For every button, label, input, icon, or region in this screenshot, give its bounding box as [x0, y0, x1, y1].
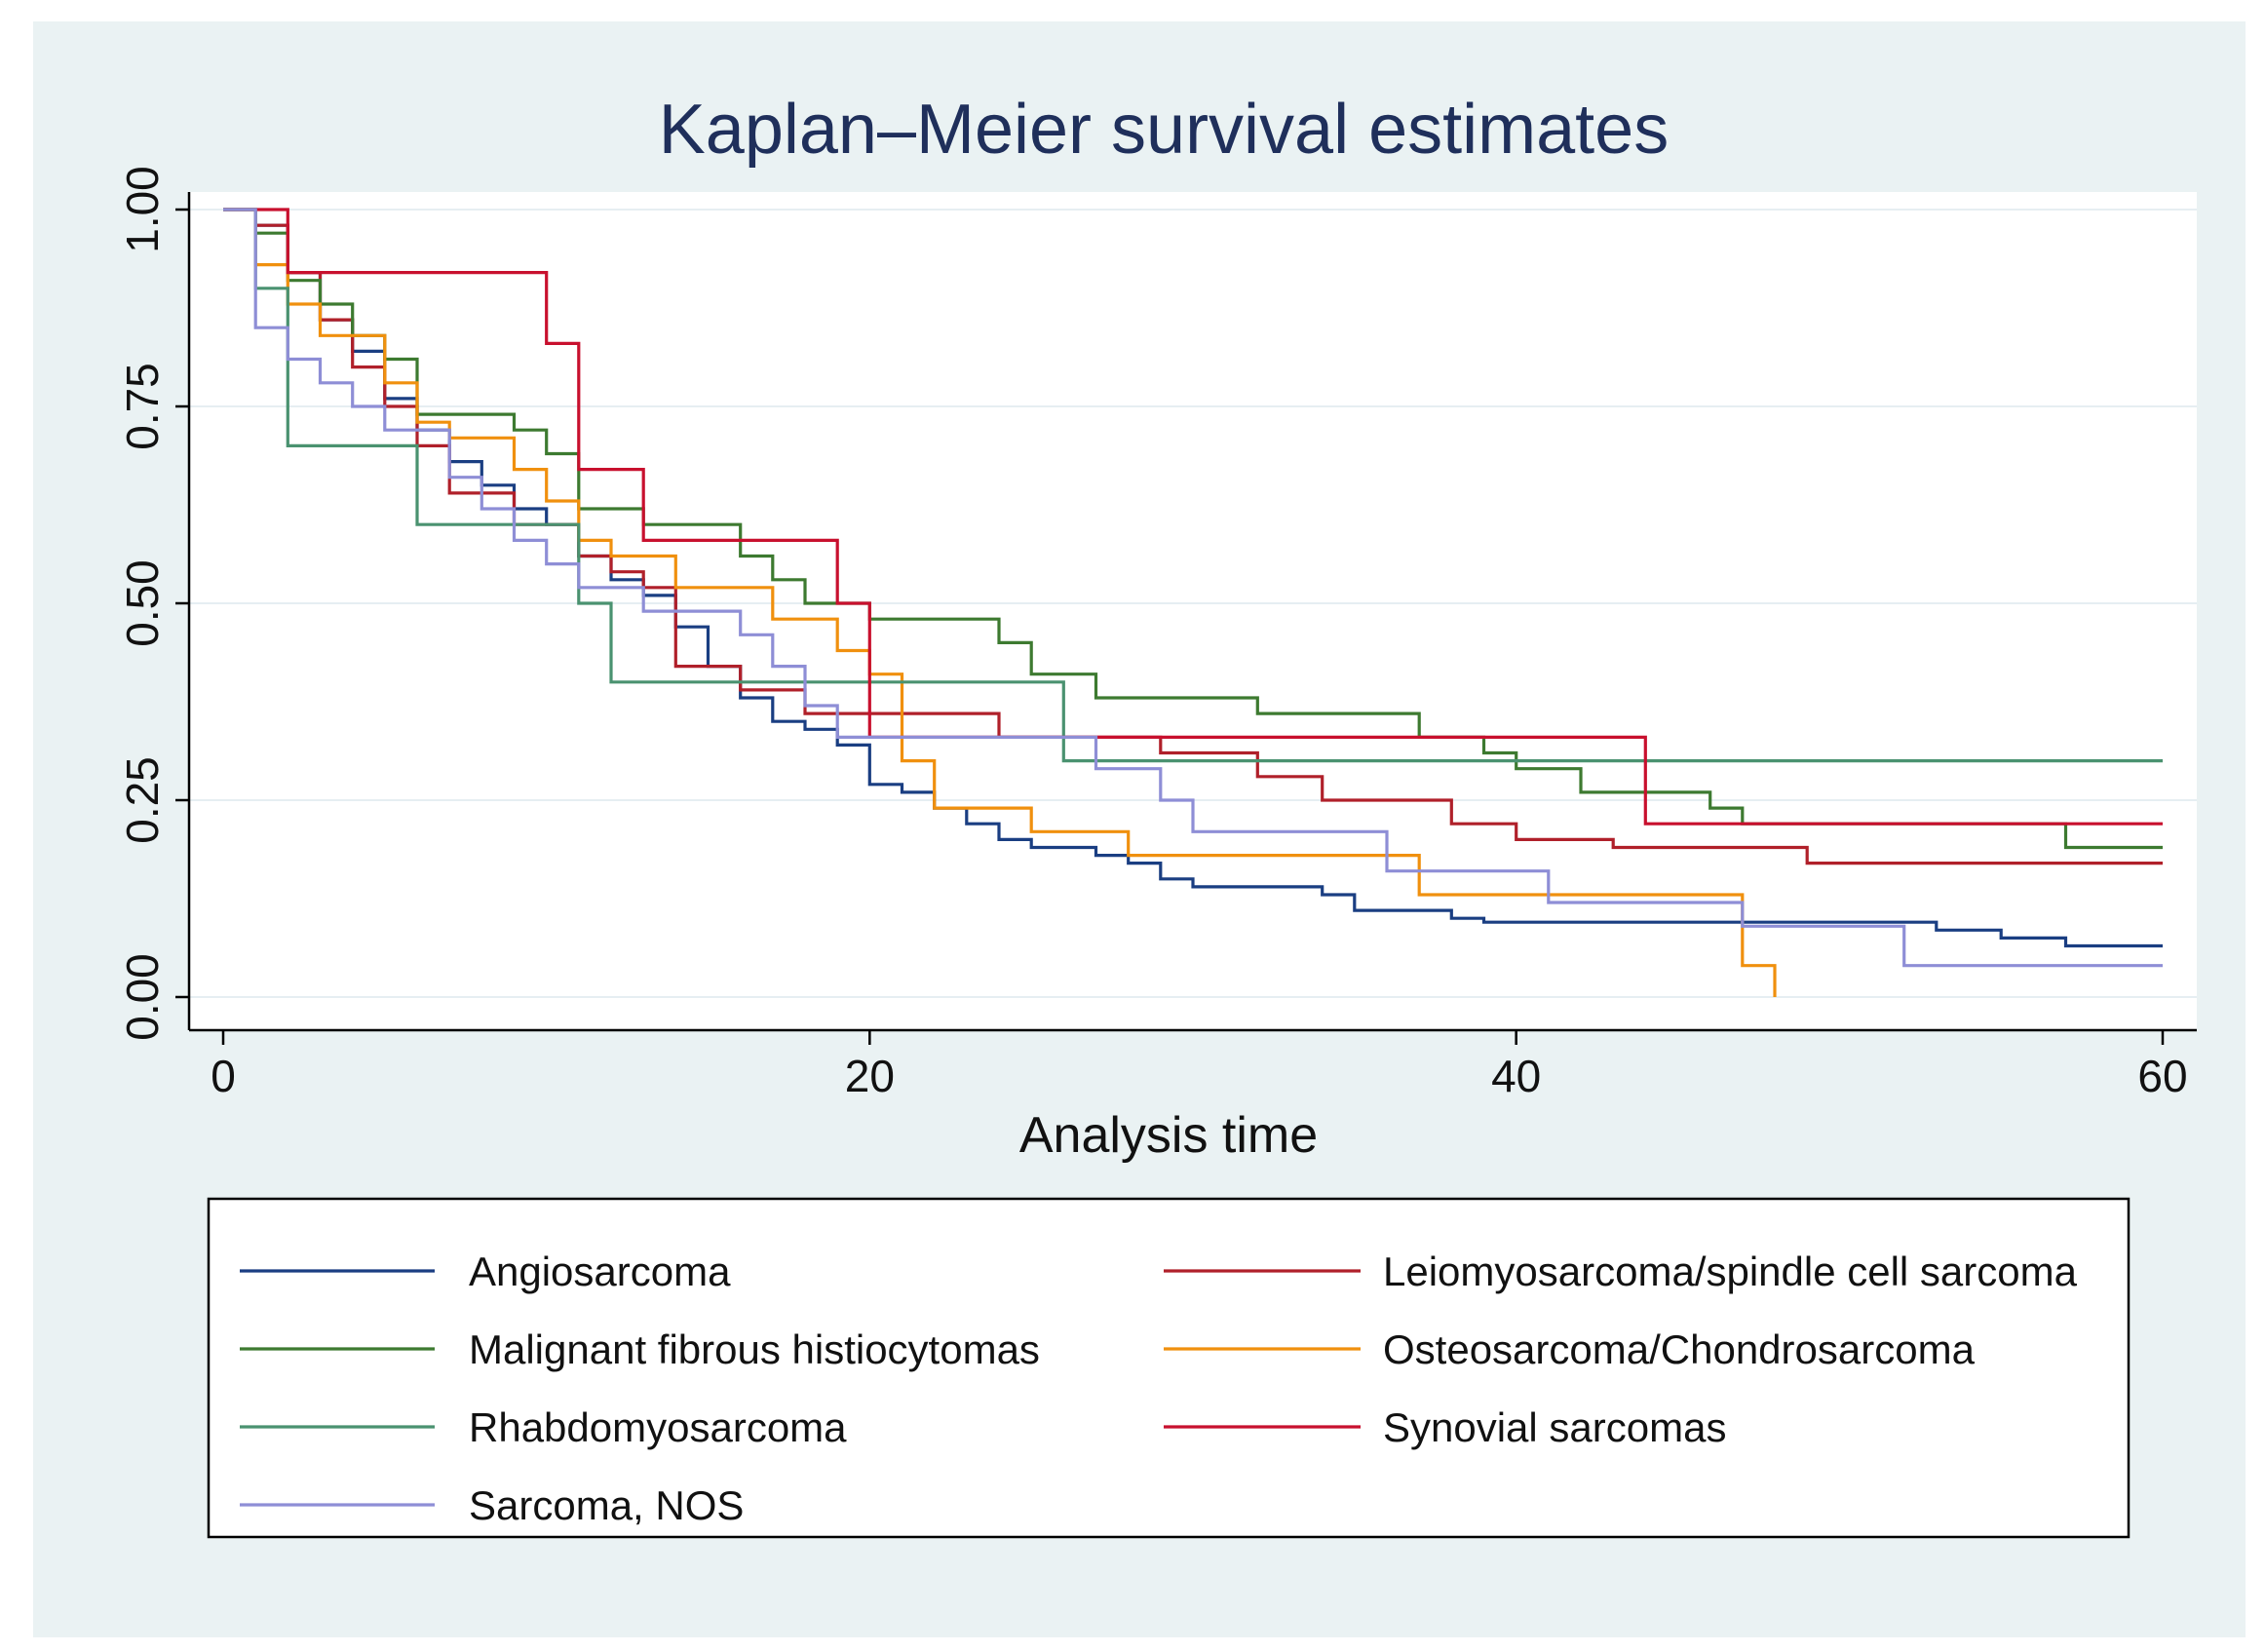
curve-osteosarcoma-chondrosarcoma [223, 208, 1777, 997]
x-tick-label-2: 40 [1491, 1051, 1541, 1101]
chart-title: Kaplan–Meier survival estimates [659, 91, 1669, 169]
km-chart: Kaplan–Meier survival estimates 0.00 0.25… [117, 91, 2197, 1539]
legend-label-sarcoma-nos: Sarcoma, NOS [469, 1482, 744, 1528]
x-tick-label-1: 20 [845, 1051, 895, 1101]
curve-leiomyosarcoma-spindle-cell-sarcoma [223, 208, 2163, 865]
x-axis-ticks: 0 20 40 60 [211, 1030, 2188, 1101]
legend-label-synovial-sarcomas: Synovial sarcomas [1383, 1404, 1726, 1450]
plot-area [189, 192, 2197, 1030]
y-tick-label-3: 0.75 [117, 363, 168, 450]
curve-synovial-sarcomas [223, 208, 2163, 826]
curve-sarcoma-nos [223, 208, 2163, 968]
y-tick-label-1: 0.25 [117, 756, 168, 844]
legend-label-malignant-fibrous-histiocytomas: Malignant fibrous histiocytomas [469, 1326, 1040, 1372]
legend-box [207, 1197, 2131, 1539]
chart-panel: Kaplan–Meier survival estimates 0.00 0.25… [33, 21, 2246, 1637]
y-tick-label-4: 1.00 [117, 166, 168, 253]
legend: Angiosarcoma Leiomyosarcoma/spindle cell … [240, 1249, 2078, 1528]
y-tick-label-0: 0.00 [117, 953, 168, 1041]
grid-lines [189, 209, 2197, 998]
legend-label-leiomyosarcoma-spindle-cell-sarcoma: Leiomyosarcoma/spindle cell sarcoma [1383, 1249, 2078, 1294]
curve-rhabdomyosarcoma [223, 208, 2163, 763]
legend-label-rhabdomyosarcoma: Rhabdomyosarcoma [469, 1404, 847, 1450]
y-axis-ticks: 0.00 0.25 0.50 0.75 1.00 [117, 166, 189, 1041]
x-tick-label-0: 0 [211, 1051, 236, 1101]
x-tick-label-3: 60 [2137, 1051, 2187, 1101]
survival-curves [223, 208, 2163, 997]
x-axis-title: Analysis time [1019, 1107, 1318, 1164]
legend-label-angiosarcoma: Angiosarcoma [469, 1249, 731, 1294]
y-tick-label-2: 0.50 [117, 559, 168, 647]
legend-label-osteosarcoma-chondrosarcoma: Osteosarcoma/Chondrosarcoma [1383, 1326, 1976, 1372]
